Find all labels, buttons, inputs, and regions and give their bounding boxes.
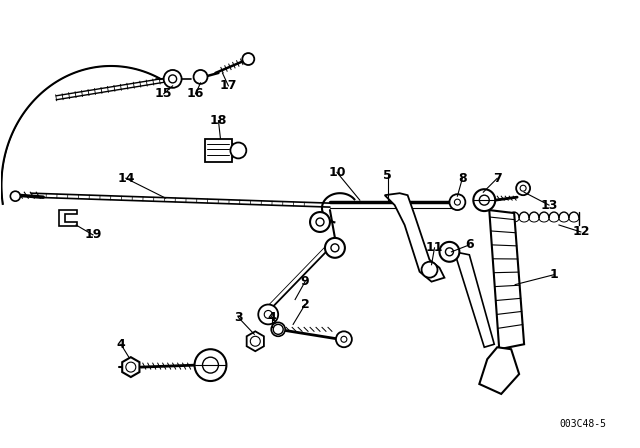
Circle shape <box>230 142 246 159</box>
Circle shape <box>516 181 530 195</box>
Text: 2: 2 <box>301 298 310 311</box>
Text: 3: 3 <box>234 311 243 324</box>
Text: 19: 19 <box>84 228 102 241</box>
Text: 12: 12 <box>572 225 589 238</box>
Circle shape <box>341 336 347 342</box>
Text: 16: 16 <box>187 87 204 100</box>
Text: 13: 13 <box>540 198 557 211</box>
Text: 15: 15 <box>155 87 172 100</box>
Polygon shape <box>454 252 494 347</box>
Polygon shape <box>122 357 140 377</box>
Text: 11: 11 <box>426 241 444 254</box>
Polygon shape <box>479 347 519 394</box>
Circle shape <box>331 244 339 252</box>
Polygon shape <box>489 210 524 349</box>
Circle shape <box>195 349 227 381</box>
Circle shape <box>126 362 136 372</box>
Circle shape <box>520 185 526 191</box>
Circle shape <box>310 212 330 232</box>
Polygon shape <box>59 210 77 226</box>
Circle shape <box>169 75 177 83</box>
Text: 9: 9 <box>301 275 309 288</box>
Polygon shape <box>246 332 264 351</box>
Circle shape <box>259 305 278 324</box>
Text: 8: 8 <box>458 172 467 185</box>
Text: 6: 6 <box>465 238 474 251</box>
Text: 4: 4 <box>116 338 125 351</box>
Circle shape <box>325 238 345 258</box>
Circle shape <box>193 70 207 84</box>
Polygon shape <box>385 193 444 282</box>
Circle shape <box>202 357 218 373</box>
Text: 1: 1 <box>550 268 558 281</box>
Circle shape <box>336 332 352 347</box>
Bar <box>205 138 232 162</box>
Circle shape <box>440 242 460 262</box>
Circle shape <box>10 191 20 201</box>
Circle shape <box>243 53 254 65</box>
Circle shape <box>164 70 182 88</box>
Circle shape <box>264 310 272 319</box>
Text: 5: 5 <box>383 169 392 182</box>
Circle shape <box>316 218 324 226</box>
Text: 4: 4 <box>268 311 276 324</box>
Circle shape <box>449 194 465 210</box>
Text: 10: 10 <box>328 166 346 179</box>
Text: 14: 14 <box>117 172 134 185</box>
Circle shape <box>422 262 438 278</box>
Circle shape <box>273 324 283 334</box>
Text: 17: 17 <box>220 79 237 92</box>
Circle shape <box>250 336 260 346</box>
Text: 7: 7 <box>493 172 502 185</box>
Text: 003C48-5: 003C48-5 <box>559 419 606 429</box>
Circle shape <box>445 248 453 256</box>
Circle shape <box>271 323 285 336</box>
Text: 18: 18 <box>210 114 227 127</box>
Circle shape <box>454 199 460 205</box>
Circle shape <box>474 189 495 211</box>
Circle shape <box>479 195 489 205</box>
